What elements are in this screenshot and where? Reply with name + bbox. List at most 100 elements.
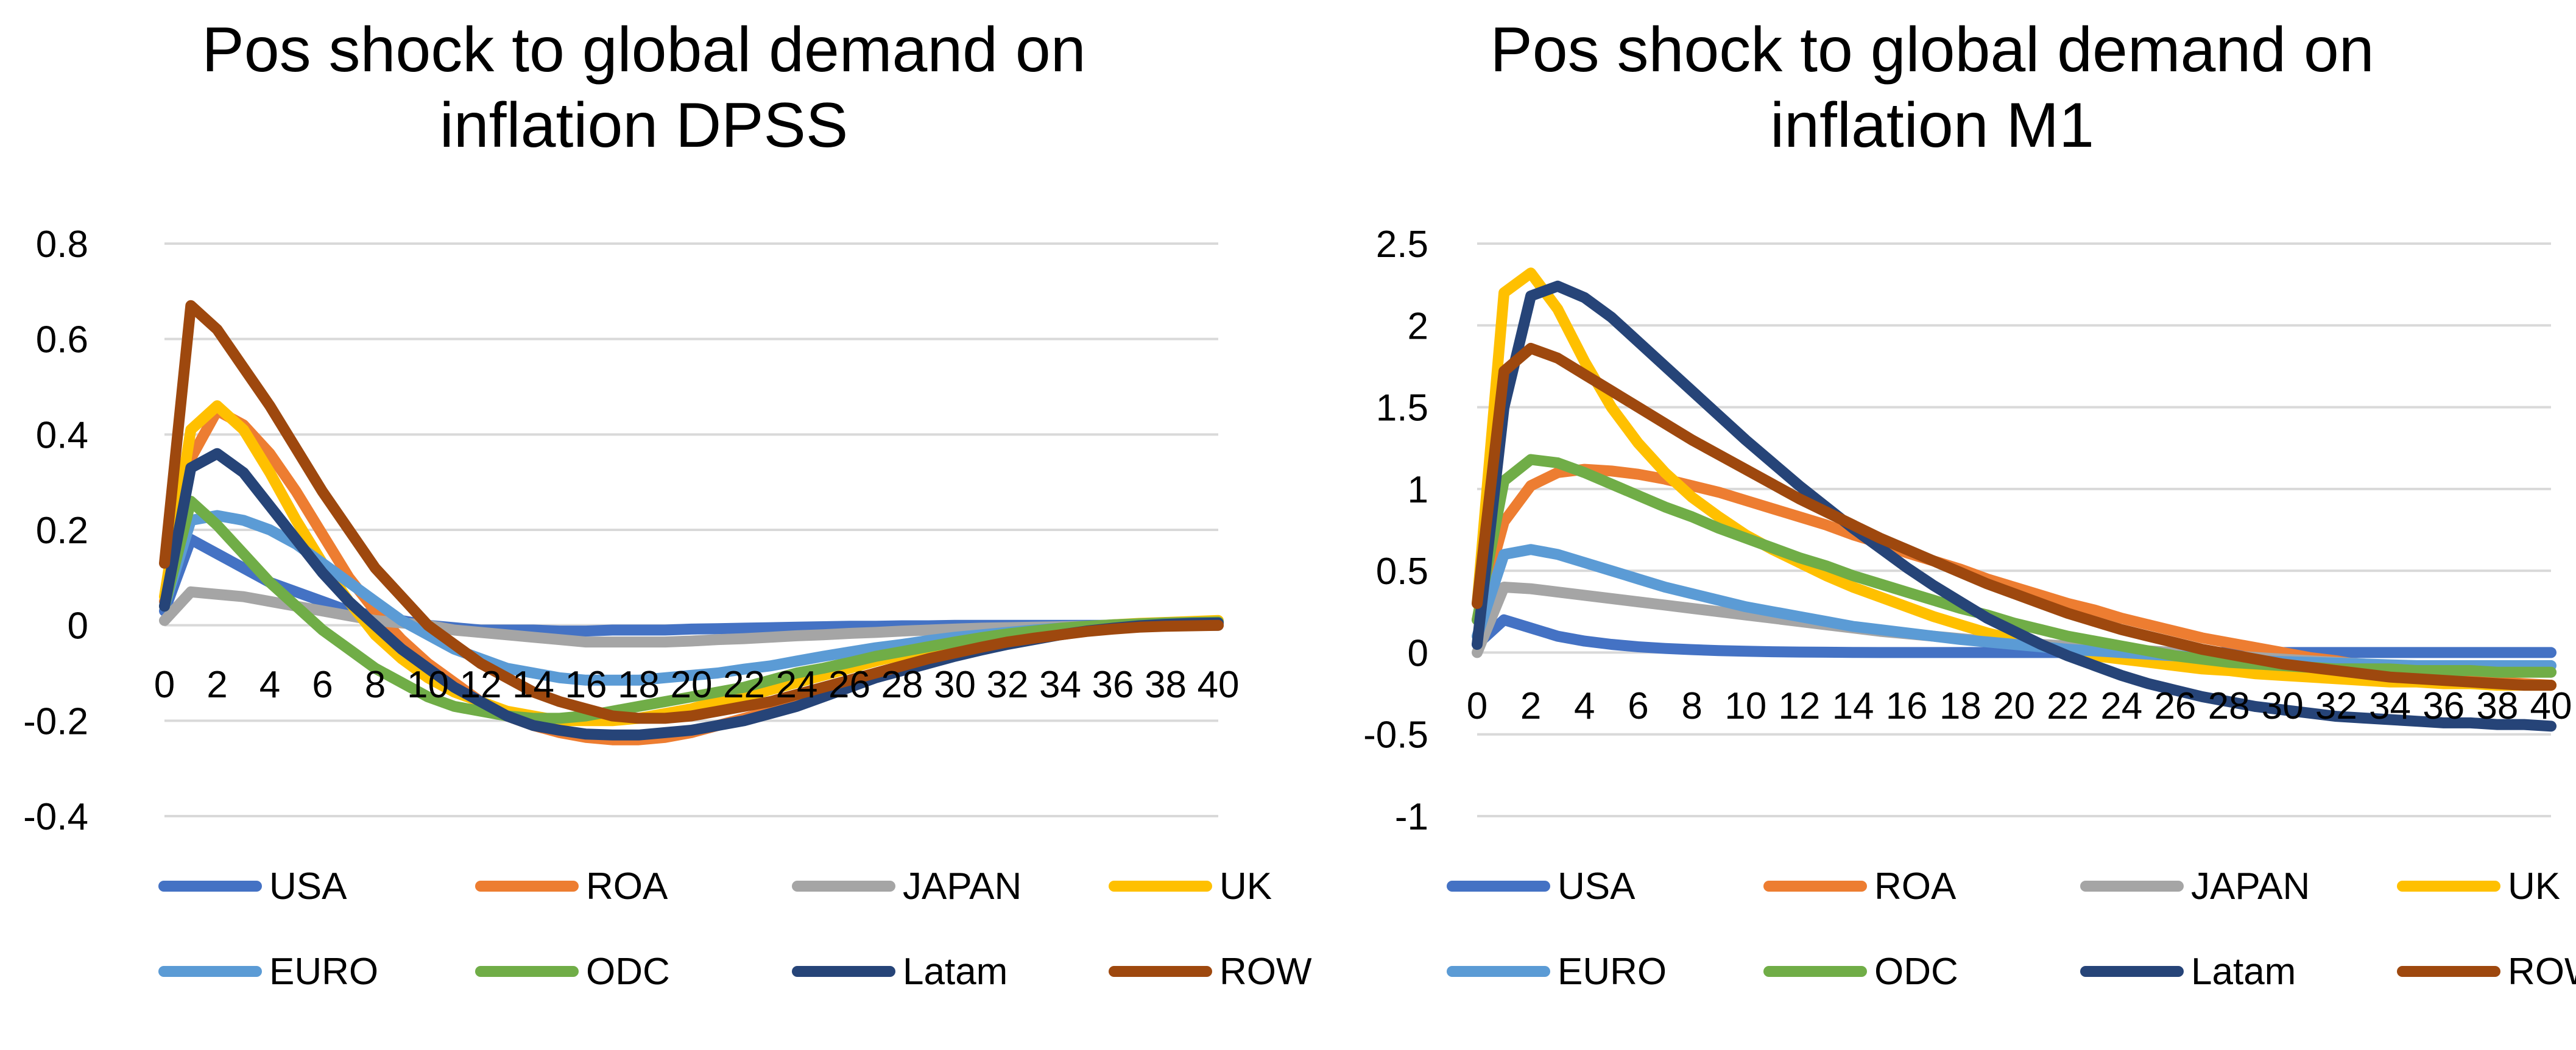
legend-item-odc: ODC xyxy=(1763,947,1958,996)
legend-item-roa: ROA xyxy=(1763,862,1956,911)
legend-swatch xyxy=(1447,966,1550,977)
chart-title-line-1: Pos shock to global demand on xyxy=(202,15,1086,85)
legend-item-japan: JAPAN xyxy=(2080,862,2310,911)
x-tick-label: 36 xyxy=(1092,664,1134,706)
y-tick-label: -0.5 xyxy=(1363,714,1428,756)
x-tick-label: 34 xyxy=(2369,685,2411,727)
legend-label: JAPAN xyxy=(903,865,1022,907)
legend-item-latam: Latam xyxy=(2080,947,2296,996)
y-tick-label: 2 xyxy=(1408,305,1428,347)
legend-item-row: ROW xyxy=(2397,947,2576,996)
y-tick-label: -0.4 xyxy=(23,796,88,838)
legend-item-latam: Latam xyxy=(792,947,1007,996)
x-tick-label: 20 xyxy=(671,664,713,706)
x-tick-label: 14 xyxy=(1832,685,1874,727)
legend-item-euro: EURO xyxy=(1447,947,1667,996)
x-tick-label: 14 xyxy=(512,664,554,706)
legend-item-row: ROW xyxy=(1109,947,1312,996)
x-tick-label: 10 xyxy=(407,664,449,706)
x-tick-label: 12 xyxy=(460,664,502,706)
series-line-usa xyxy=(1472,614,2557,658)
legend-swatch xyxy=(792,881,895,892)
chart-panel-m1: Pos shock to global demand on inflation … xyxy=(1288,0,2576,1050)
x-tick-label: 32 xyxy=(987,664,1029,706)
x-tick-label: 18 xyxy=(1939,685,1981,727)
x-tick-label: 6 xyxy=(312,664,333,706)
chart-title-line-2: inflation DPSS xyxy=(439,90,849,161)
line-chart-dpss: 0.80.60.40.20-0.2-0.40 2 4 6 8 10 12 14 16 18 20 22… xyxy=(23,224,1240,838)
legend-swatch xyxy=(475,966,579,977)
x-tick-label: 22 xyxy=(723,664,765,706)
x-tick-label: 24 xyxy=(776,664,818,706)
series-line-latam xyxy=(1472,280,2557,732)
legend-label: UK xyxy=(2508,865,2561,907)
legend-item-uk: UK xyxy=(1109,862,1272,911)
x-tick-label: 4 xyxy=(1574,685,1595,727)
x-tick-label: 8 xyxy=(1681,685,1702,727)
legend-item-odc: ODC xyxy=(475,947,670,996)
x-tick-label: 20 xyxy=(1993,685,2035,727)
legend-swatch xyxy=(2080,881,2184,892)
series-line-odc xyxy=(1472,454,2557,678)
y-tick-label: 1.5 xyxy=(1376,387,1428,429)
y-tick-label: 0.4 xyxy=(36,414,88,456)
x-tick-label: 28 xyxy=(2208,685,2250,727)
x-tick-label: 30 xyxy=(2262,685,2304,727)
legend-swatch xyxy=(158,966,262,977)
series-line-row xyxy=(159,300,1224,724)
x-tick-label: 26 xyxy=(828,664,870,706)
legend-item-usa: USA xyxy=(158,862,347,911)
legend-label: ODC xyxy=(1874,950,1958,993)
y-tick-label: 1 xyxy=(1408,469,1428,511)
legend-swatch xyxy=(1763,881,1867,892)
x-tick-label: 22 xyxy=(2047,685,2089,727)
x-tick-label: 36 xyxy=(2422,685,2465,727)
legend-label: ROW xyxy=(2508,950,2576,993)
legend-label: USA xyxy=(1558,865,1636,907)
x-tick-label: 2 xyxy=(1520,685,1541,727)
legend-item-uk: UK xyxy=(2397,862,2560,911)
legend-swatch xyxy=(792,966,895,977)
legend-swatch xyxy=(1109,881,1212,892)
y-tick-label: -0.2 xyxy=(23,700,88,742)
x-tick-label: 40 xyxy=(1198,664,1240,706)
legend-label: ROA xyxy=(586,865,668,907)
x-tick-label: 16 xyxy=(1886,685,1928,727)
chart-title-line-2: inflation M1 xyxy=(1770,90,2094,161)
legend-item-japan: JAPAN xyxy=(792,862,1022,911)
x-tick-label: 30 xyxy=(934,664,976,706)
x-tick-label: 40 xyxy=(2530,685,2572,727)
x-tick-label: 10 xyxy=(1724,685,1766,727)
y-tick-label: -1 xyxy=(1395,796,1428,838)
y-tick-label: 0 xyxy=(1408,632,1428,674)
legend-swatch xyxy=(1109,966,1212,977)
legend-swatch xyxy=(1763,966,1867,977)
x-tick-label: 28 xyxy=(881,664,923,706)
chart-title-line-1: Pos shock to global demand on xyxy=(1490,15,2374,85)
x-tick-label: 6 xyxy=(1628,685,1648,727)
x-tick-label: 4 xyxy=(259,664,280,706)
legend-item-euro: EURO xyxy=(158,947,378,996)
y-tick-label: 0.8 xyxy=(36,224,88,266)
chart-panel-dpss: Pos shock to global demand on inflation … xyxy=(0,12,1311,996)
legend-item-usa: USA xyxy=(1447,862,1635,911)
series-line-odc xyxy=(159,496,1224,724)
legend-swatch xyxy=(475,881,579,892)
chart-title: Pos shock to global demand on inflation … xyxy=(0,12,1288,163)
legend-label: EURO xyxy=(269,950,379,993)
x-tick-label: 38 xyxy=(1145,664,1187,706)
legend-label: EURO xyxy=(1558,950,1667,993)
chart-title: Pos shock to global demand on inflation … xyxy=(1288,12,2576,163)
y-tick-label: 0.2 xyxy=(36,510,88,552)
x-tick-label: 32 xyxy=(2315,685,2357,727)
legend-swatch xyxy=(2080,966,2184,977)
y-tick-label: 0.5 xyxy=(1376,551,1428,593)
legend-label: Latam xyxy=(2191,950,2296,993)
y-tick-label: 2.5 xyxy=(1376,224,1428,266)
x-tick-label: 12 xyxy=(1778,685,1820,727)
x-tick-label: 18 xyxy=(618,664,660,706)
legend-swatch xyxy=(2397,966,2500,977)
x-tick-label: 8 xyxy=(365,664,386,706)
legend-label: JAPAN xyxy=(2191,865,2310,907)
legend-swatch xyxy=(2397,881,2500,892)
